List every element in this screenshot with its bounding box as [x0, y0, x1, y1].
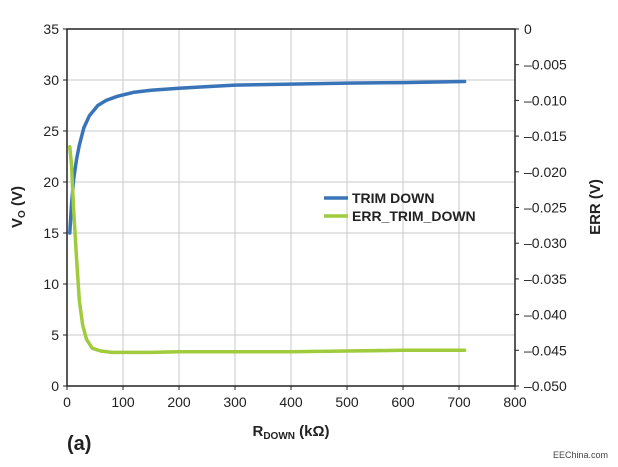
x-tick-label: 400 [279, 394, 303, 410]
y-left-tick-label: 15 [43, 225, 59, 241]
y-axis-left: 0 5 10 15 20 25 30 35 [43, 21, 67, 394]
y-right-tick-label: –0.035 [524, 271, 567, 287]
y-left-tick-label: 5 [51, 327, 59, 343]
x-tick-label: 200 [167, 394, 191, 410]
y-right-tick-label: –0.045 [524, 342, 567, 358]
y-right-tick-label: –0.050 [524, 378, 567, 394]
y-left-tick-label: 25 [43, 123, 59, 139]
legend: TRIM DOWN ERR_TRIM_DOWN [324, 190, 476, 224]
x-tick-label: 800 [503, 394, 527, 410]
grid [67, 29, 515, 386]
y-right-tick-label: –0.020 [524, 164, 567, 180]
y-right-tick-label: –0.015 [524, 128, 567, 144]
x-axis: 0 100 200 300 400 500 600 700 800 [63, 386, 527, 410]
y-right-tick-label: –0.005 [524, 57, 567, 73]
y-left-axis-label: VO (V) [9, 186, 28, 228]
series-line-err-trim-down [68, 145, 467, 355]
y-right-tick-label: –0.030 [524, 235, 567, 251]
y-left-tick-label: 35 [43, 21, 59, 37]
y-left-tick-label: 10 [43, 276, 59, 292]
y-right-tick-label: 0 [524, 21, 532, 37]
legend-label-err-trim-down: ERR_TRIM_DOWN [352, 208, 476, 224]
x-tick-label: 600 [391, 394, 415, 410]
y-left-tick-label: 20 [43, 174, 59, 190]
x-tick-label: 300 [223, 394, 247, 410]
series-lines [68, 79, 467, 355]
y-right-tick-label: –0.040 [524, 307, 567, 323]
x-tick-label: 700 [447, 394, 471, 410]
x-tick-label: 100 [111, 394, 135, 410]
series-line-trim-down [68, 79, 467, 235]
x-axis-label: RDOWN (kΩ) [252, 423, 329, 442]
y-right-tick-label: –0.025 [524, 200, 567, 216]
y-axis-right: 0 –0.005 –0.010 –0.015 –0.020 –0.025 –0.030 –0.… [515, 21, 567, 394]
credit-text: EEChina.com [553, 450, 608, 460]
y-left-tick-label: 0 [51, 378, 59, 394]
x-tick-label: 500 [335, 394, 359, 410]
y-right-axis-label: ERR (V) [587, 179, 604, 235]
panel-label: (a) [67, 433, 91, 455]
x-tick-label: 0 [63, 394, 71, 410]
legend-label-trim-down: TRIM DOWN [352, 190, 434, 206]
y-left-tick-label: 30 [43, 72, 59, 88]
y-right-tick-label: –0.010 [524, 92, 567, 108]
